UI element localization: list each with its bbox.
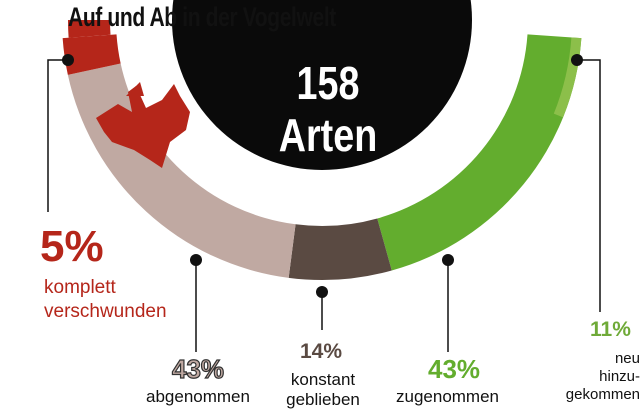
- label-konstant-line1: konstant: [290, 370, 356, 389]
- chart-title: Auf und Ab in der Vogelwelt: [68, 2, 336, 32]
- percent-zugenommen: 43%: [428, 354, 481, 384]
- label-konstant: konstant geblieben: [286, 370, 360, 410]
- ring-segment-konstant: [288, 218, 392, 280]
- label-neu: neu hinzu- gekommen: [562, 350, 640, 404]
- leader-dot-verschwunden: [62, 54, 74, 66]
- label-verschwunden: komplett verschwunden: [44, 276, 167, 324]
- ring-segment-verschwunden: [62, 34, 121, 75]
- label-neu-line3: gekommen: [565, 386, 640, 403]
- label-neu-line2: hinzu-: [599, 368, 640, 385]
- label-zugenommen-line1: zugenommen: [396, 387, 500, 406]
- percent-verschwunden: 5%: [40, 222, 104, 271]
- label-neu-line1: neu: [614, 350, 640, 367]
- label-konstant-line2: geblieben: [286, 390, 360, 409]
- label-abgenommen: abgenommen: [146, 387, 250, 407]
- leader-dot-zugenommen: [442, 254, 454, 266]
- center-disc: [172, 0, 472, 170]
- label-abgenommen-line1: abgenommen: [146, 387, 250, 406]
- percent-abgenommen: 43%: [171, 353, 225, 384]
- bird-silhouette: [96, 82, 190, 168]
- center-unit: Arten: [278, 109, 378, 161]
- label-zugenommen: zugenommen: [396, 387, 499, 407]
- ring-segment-zugenommen: [377, 34, 582, 271]
- bird-wing: [126, 82, 144, 96]
- center-value: 158: [296, 57, 360, 109]
- leader-line-verschwunden: [47, 59, 68, 212]
- leader-dot-neu: [571, 54, 583, 66]
- leader-line-neu: [577, 59, 601, 312]
- leader-dot-konstant: [316, 286, 328, 298]
- bird-shape: [96, 84, 190, 168]
- percent-konstant: 14%: [300, 340, 343, 363]
- percent-neu: 11%: [590, 318, 631, 341]
- label-verschwunden-line2: verschwunden: [44, 301, 167, 322]
- leader-lines: [47, 54, 601, 352]
- leader-dot-abgenommen: [190, 254, 202, 266]
- label-verschwunden-line1: komplett: [44, 277, 116, 298]
- ring-cap-verschwunden: [68, 20, 111, 38]
